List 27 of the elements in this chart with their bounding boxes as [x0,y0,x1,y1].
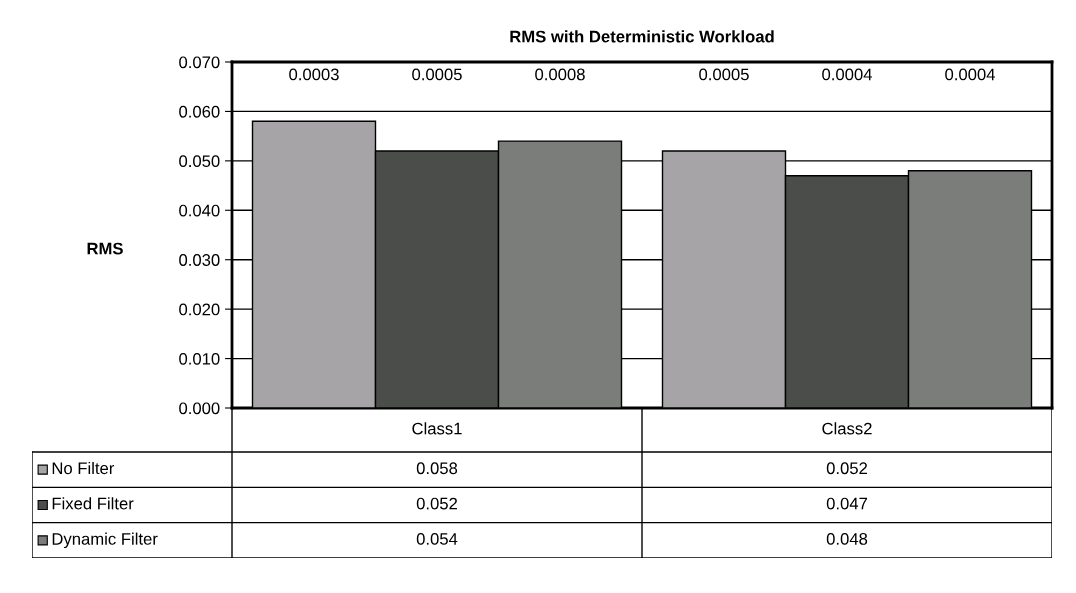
annotation: 0.0003 [289,68,339,81]
annotation: 0.0004 [822,68,872,81]
data-label: 0.058 [416,462,458,475]
data-label: 0.047 [826,497,868,510]
annotation: 0.0005 [699,68,749,81]
data-label: 0.054 [416,533,458,545]
chart-title: RMS with Deterministic Workload [510,30,774,43]
y-tick-label: 0.070 [179,56,220,69]
data-label: 0.052 [416,497,458,510]
y-axis-title: RMS [87,242,123,255]
y-tick-label: 0.050 [179,155,220,168]
annotation: 0.0008 [535,68,585,81]
x-tick-label: Class1 [412,422,462,435]
data-label: 0.052 [826,462,868,475]
legend-label: Fixed Filter [52,497,134,510]
y-tick-label: 0.000 [179,402,220,415]
legend-label: Dynamic Filter [52,532,158,549]
y-tick-label: 0.010 [179,352,220,365]
y-tick-label: 0.060 [179,105,220,118]
x-tick-label: Class2 [822,422,872,435]
y-tick-label: 0.030 [179,254,220,266]
y-tick-label: 0.040 [179,204,220,217]
annotation: 0.0004 [945,68,995,81]
y-tick-label: 0.020 [179,303,220,316]
legend-label: No Filter [52,461,115,475]
data-label: 0.048 [826,533,868,545]
annotation: 0.0005 [412,68,462,81]
